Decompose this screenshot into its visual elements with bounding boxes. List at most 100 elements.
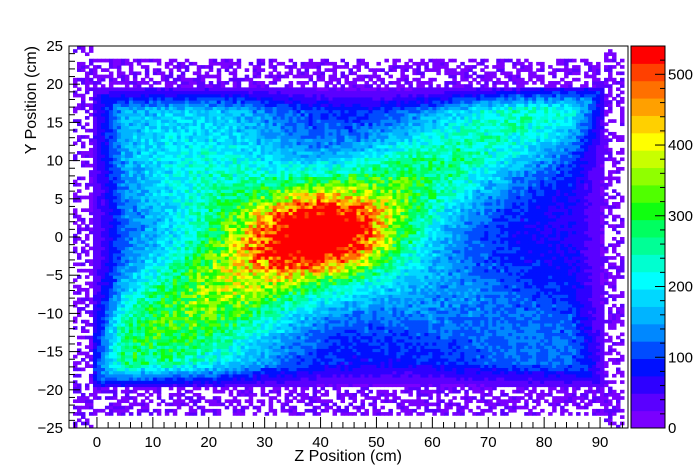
heatmap-cell [520, 373, 525, 378]
heatmap-cell [80, 329, 86, 333]
heatmap-cell [76, 408, 82, 413]
heatmap-cell [512, 357, 517, 362]
heatmap-cell [336, 392, 342, 397]
heatmap-cell [540, 354, 545, 359]
heatmap-cell [436, 310, 441, 314]
heatmap-cell [596, 354, 601, 359]
heatmap-cell [436, 319, 441, 324]
heatmap-cell [532, 361, 537, 365]
heatmap-cell [496, 329, 501, 333]
heatmap-cell [468, 342, 473, 346]
heatmap-cell [92, 319, 98, 324]
heatmap-cell [148, 351, 154, 356]
heatmap-cell [328, 294, 334, 298]
heatmap-cell [292, 408, 298, 413]
heatmap-cell [84, 297, 90, 302]
heatmap-cell [372, 367, 377, 372]
heatmap-cell [520, 405, 525, 410]
heatmap-cell [528, 313, 533, 318]
heatmap-cell [196, 357, 202, 362]
heatmap-cell [412, 300, 417, 305]
heatmap-cell [552, 361, 557, 365]
heatmap-cell [336, 348, 342, 353]
heatmap-cell [572, 399, 577, 404]
heatmap-cell [296, 332, 302, 337]
heatmap-cell [156, 316, 162, 321]
heatmap-cell [480, 364, 485, 369]
heatmap-cell [148, 345, 154, 349]
heatmap-cell [276, 357, 282, 362]
heatmap-cell [412, 294, 417, 298]
heatmap-cell [596, 297, 601, 302]
heatmap-cell [424, 345, 429, 349]
heatmap-cell [308, 294, 314, 298]
heatmap-cell [524, 316, 529, 321]
heatmap-cell [508, 297, 513, 302]
heatmap-cell [108, 297, 114, 302]
heatmap-cell [180, 354, 186, 359]
heatmap-cell [80, 412, 86, 416]
heatmap-cell [148, 335, 154, 340]
heatmap-cell [508, 345, 513, 349]
heatmap-cell [296, 361, 302, 365]
heatmap-cell [248, 284, 254, 289]
heatmap-cell [120, 338, 126, 343]
heatmap-cell [308, 402, 314, 407]
heatmap-cell [572, 313, 577, 318]
heatmap-cell [116, 342, 122, 346]
heatmap-cell [476, 294, 481, 298]
heatmap-cell [564, 383, 569, 388]
heatmap-cell [316, 332, 322, 337]
heatmap-cell [172, 380, 178, 384]
heatmap-cell [92, 297, 98, 302]
heatmap-cell [572, 396, 577, 400]
heatmap-cell [552, 342, 557, 346]
heatmap-cell [484, 377, 489, 381]
heatmap-cell [128, 303, 134, 308]
heatmap-cell [164, 332, 170, 337]
heatmap-cell [76, 418, 82, 423]
heatmap-cell [244, 383, 250, 388]
heatmap-cell [256, 357, 262, 362]
heatmap-cell [376, 294, 381, 298]
heatmap-cell [272, 332, 278, 337]
heatmap-cell [412, 291, 417, 295]
heatmap-cell [252, 313, 258, 318]
heatmap-cell [588, 383, 593, 388]
heatmap-cell [484, 307, 489, 311]
heatmap-cell [320, 373, 326, 378]
heatmap-cell [476, 326, 481, 330]
heatmap-cell [460, 351, 465, 356]
heatmap-cell [256, 399, 262, 404]
heatmap-cell [196, 370, 202, 375]
heatmap-cell [492, 303, 497, 308]
heatmap-cell [516, 307, 521, 311]
heatmap-cell [388, 399, 393, 404]
heatmap-cell [512, 370, 517, 375]
heatmap-cell [484, 351, 489, 356]
heatmap-cell [576, 332, 581, 337]
heatmap-cell [124, 316, 130, 321]
heatmap-cell [600, 335, 605, 340]
heatmap-cell [172, 313, 178, 318]
heatmap-cell [464, 329, 469, 333]
heatmap-cell [452, 396, 457, 400]
heatmap-cell [568, 322, 573, 327]
heatmap-cell [552, 294, 557, 298]
heatmap-cell [184, 329, 190, 333]
heatmap-cell [536, 294, 541, 298]
heatmap-cell [468, 345, 473, 349]
heatmap-cell [336, 307, 342, 311]
heatmap-cell [404, 294, 409, 298]
heatmap-cell [596, 322, 601, 327]
heatmap-cell [516, 326, 521, 330]
heatmap-cell [204, 297, 210, 302]
heatmap-cell [184, 396, 190, 400]
heatmap-cell [508, 287, 513, 292]
heatmap-cell [176, 373, 182, 378]
heatmap-cell [72, 326, 78, 330]
heatmap-cell [304, 351, 310, 356]
heatmap-cell [128, 373, 134, 378]
heatmap-cell [544, 357, 549, 362]
heatmap-cell [564, 389, 569, 394]
